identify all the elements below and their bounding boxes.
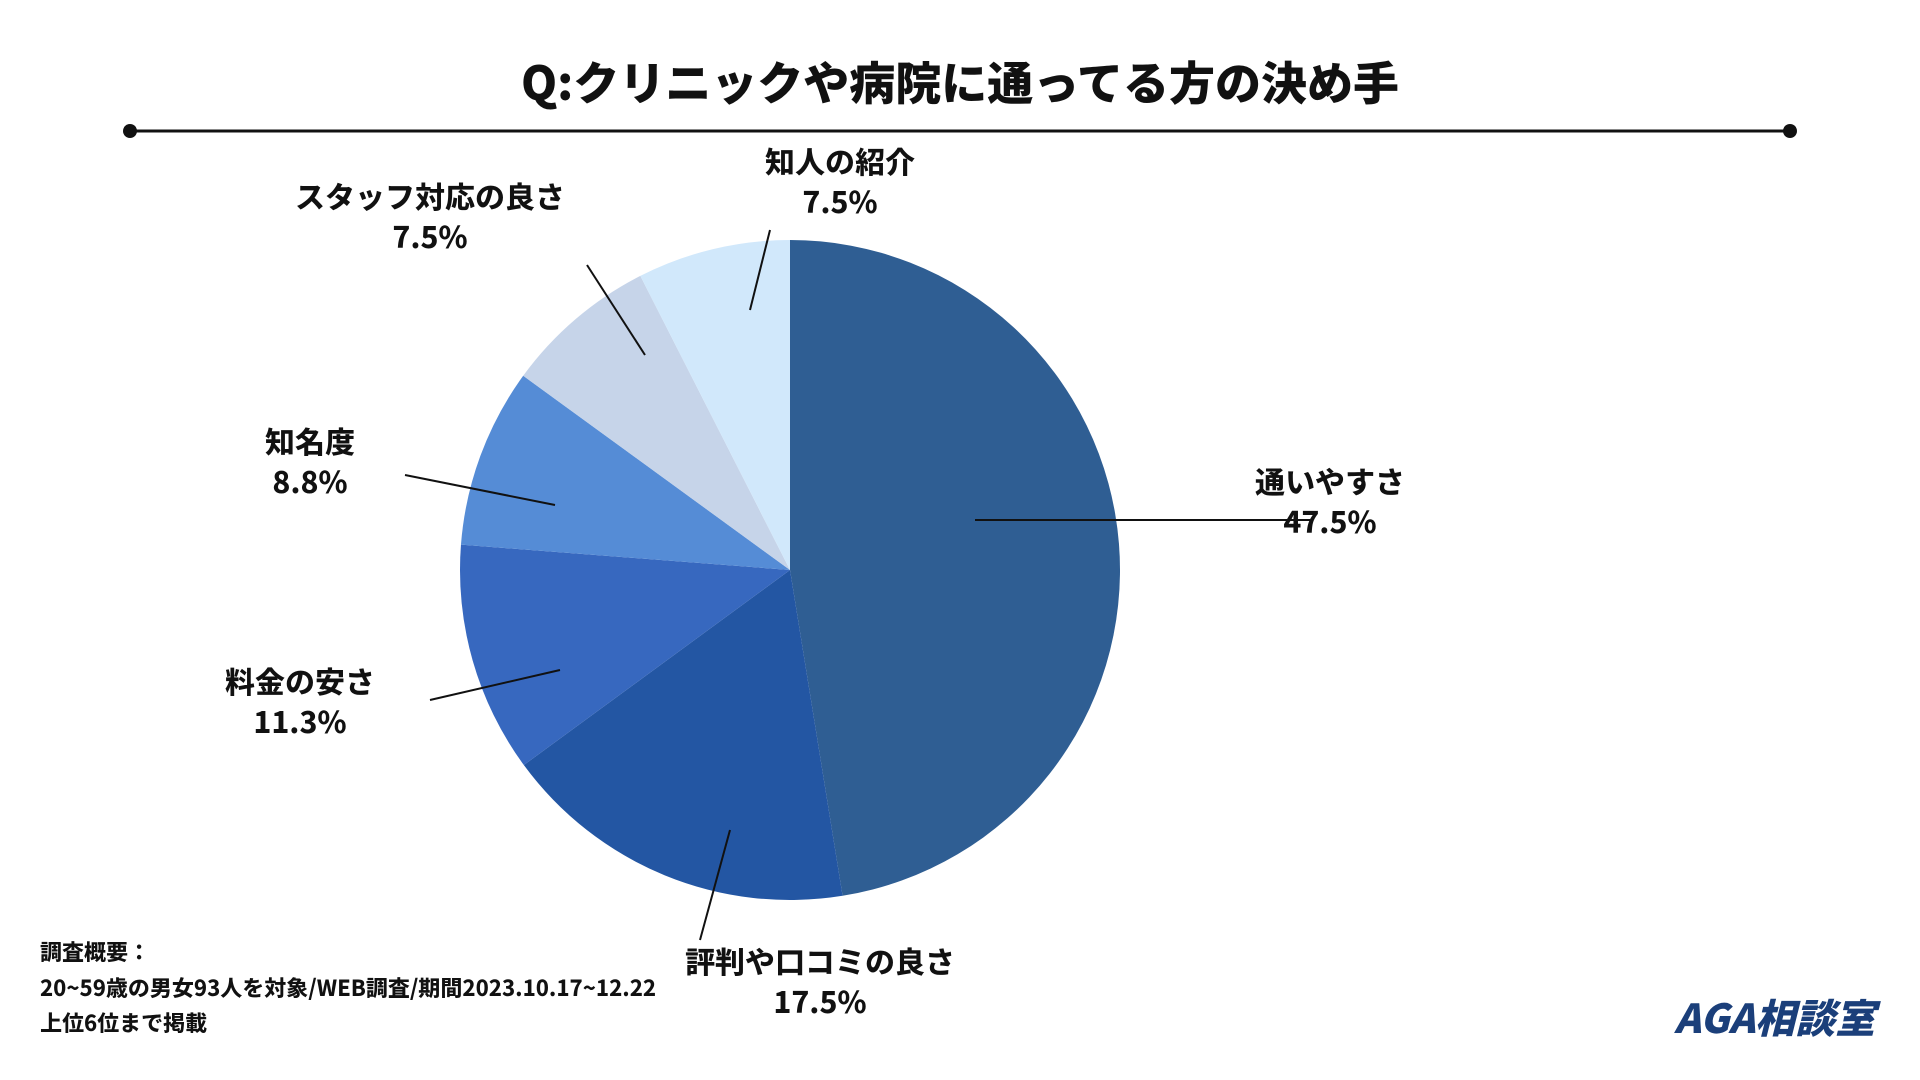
footnote-line: 上位6位まで掲載	[40, 1005, 656, 1040]
infographic-root: Q:クリニックや病院に通ってる方の決め手 通いやすさ47.5%評判や口コミの良さ…	[0, 0, 1920, 1080]
pie-slice	[790, 240, 1120, 896]
slice-label: スタッフ対応の良さ7.5%	[295, 175, 565, 256]
slice-label: 知人の紹介7.5%	[765, 140, 915, 221]
survey-footnote: 調査概要：20~59歳の男女93人を対象/WEB調査/期間2023.10.17~…	[40, 934, 656, 1040]
brand-logo: AGA相談室	[1674, 987, 1875, 1045]
footnote-line: 調査概要：	[40, 934, 656, 969]
slice-label: 料金の安さ11.3%	[225, 660, 375, 741]
pie-chart	[0, 0, 1920, 1080]
footnote-line: 20~59歳の男女93人を対象/WEB調査/期間2023.10.17~12.22	[40, 970, 656, 1005]
slice-label: 評判や口コミの良さ17.5%	[685, 940, 955, 1021]
slice-label: 知名度8.8%	[265, 420, 355, 501]
slice-label: 通いやすさ47.5%	[1255, 460, 1405, 541]
